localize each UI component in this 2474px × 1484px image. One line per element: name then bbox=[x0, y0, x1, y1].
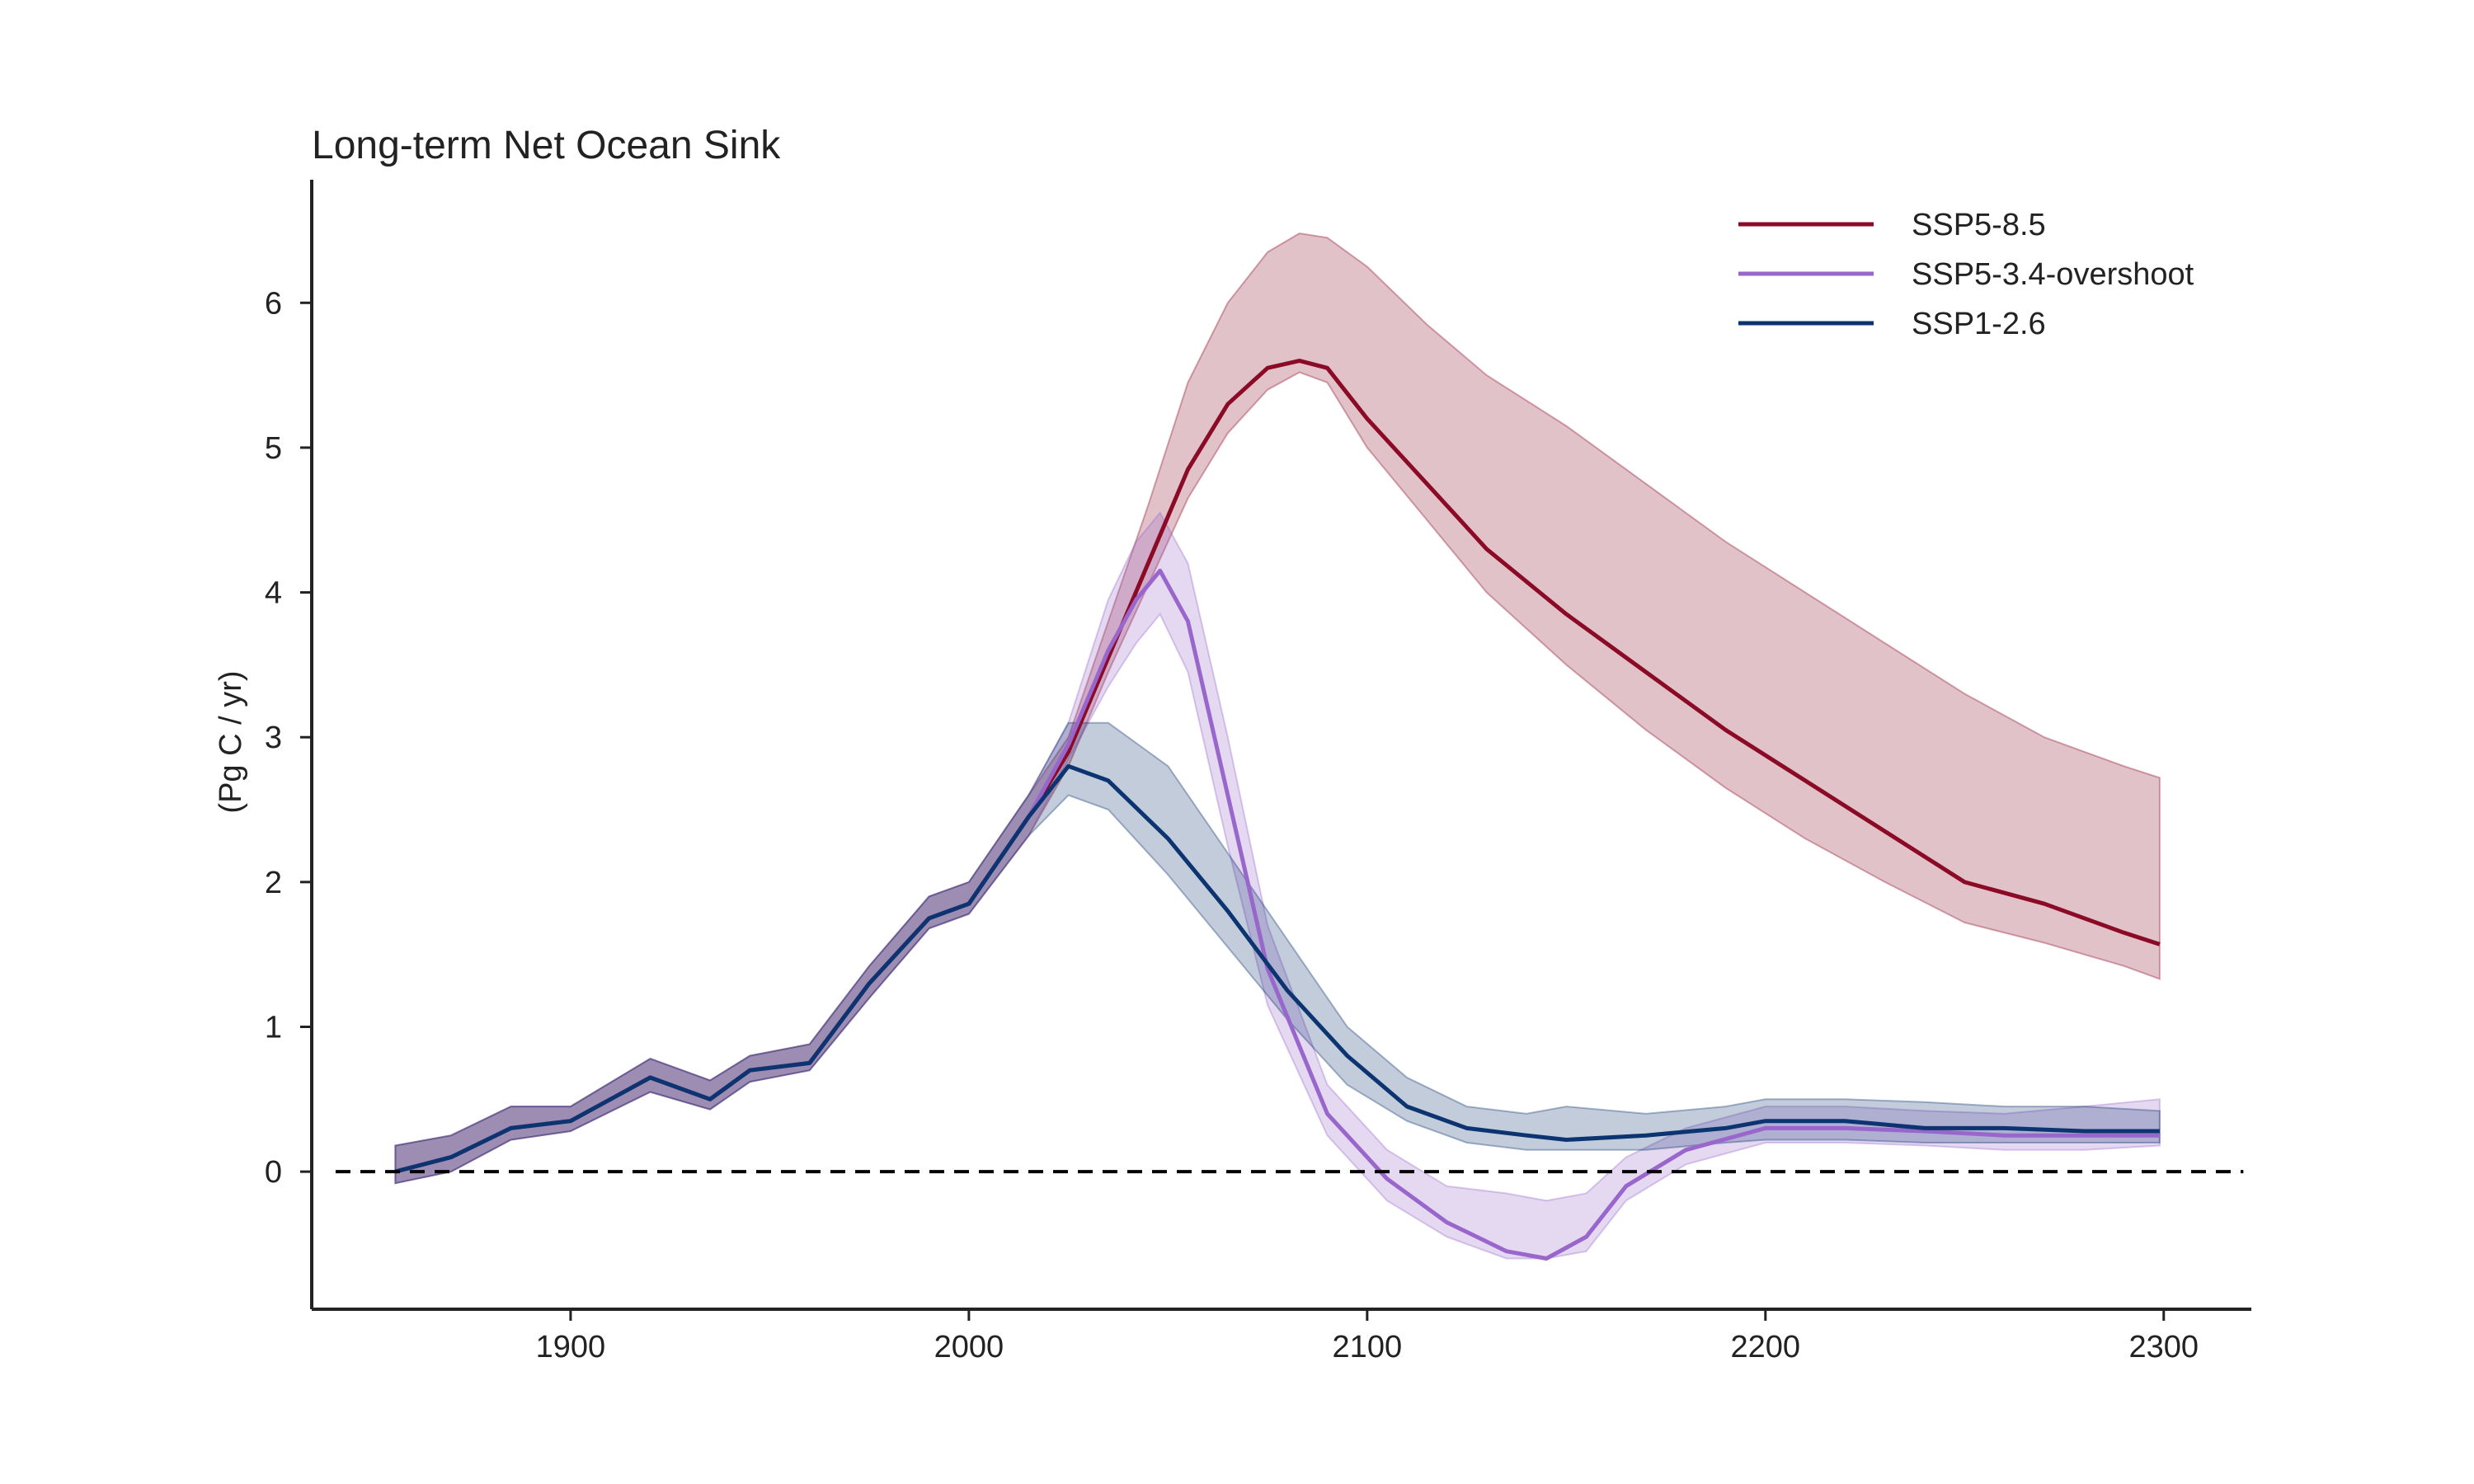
band-ssp5-8-5 bbox=[394, 232, 2161, 1185]
y-tick-label: 4 bbox=[265, 576, 282, 611]
chart-title: Long-term Net Ocean Sink bbox=[312, 124, 781, 167]
band-ssp5-3-4-overshoot bbox=[394, 511, 2161, 1260]
x-tick-label: 1900 bbox=[536, 1330, 606, 1364]
legend-label-ssp5-3-4-overshoot: SSP5-3.4-overshoot bbox=[1912, 257, 2194, 292]
x-tick-label: 2300 bbox=[2128, 1330, 2199, 1364]
y-axis-label: (Pg C / yr) bbox=[214, 670, 248, 813]
line-ssp1-2-6 bbox=[394, 763, 2160, 1174]
x-tick-label: 2000 bbox=[934, 1330, 1004, 1364]
series-lines bbox=[394, 359, 2161, 1261]
band-ssp1-2-6 bbox=[394, 721, 2161, 1185]
axes bbox=[310, 180, 2251, 1311]
y-tick-label: 3 bbox=[265, 721, 282, 755]
x-tick-label: 2200 bbox=[1731, 1330, 1801, 1364]
y-tick-label: 0 bbox=[265, 1155, 282, 1190]
x-tick-label: 2100 bbox=[1333, 1330, 1403, 1364]
y-tick-label: 2 bbox=[265, 866, 282, 900]
y-tick-label: 1 bbox=[265, 1011, 282, 1045]
legend-label-ssp5-8-5: SSP5-8.5 bbox=[1912, 208, 2046, 242]
legend-label-ssp1-2-6: SSP1-2.6 bbox=[1912, 307, 2046, 341]
y-tick-label: 5 bbox=[265, 431, 282, 466]
axis-ticks: 1900 2000 2100 2200 2300 0 1 2 3 4 5 6 bbox=[265, 286, 2199, 1364]
legend: SSP5-8.5 SSP5-3.4-overshoot SSP1-2.6 bbox=[1738, 208, 2194, 341]
uncertainty-bands bbox=[394, 232, 2161, 1260]
y-tick-label: 6 bbox=[265, 286, 282, 321]
